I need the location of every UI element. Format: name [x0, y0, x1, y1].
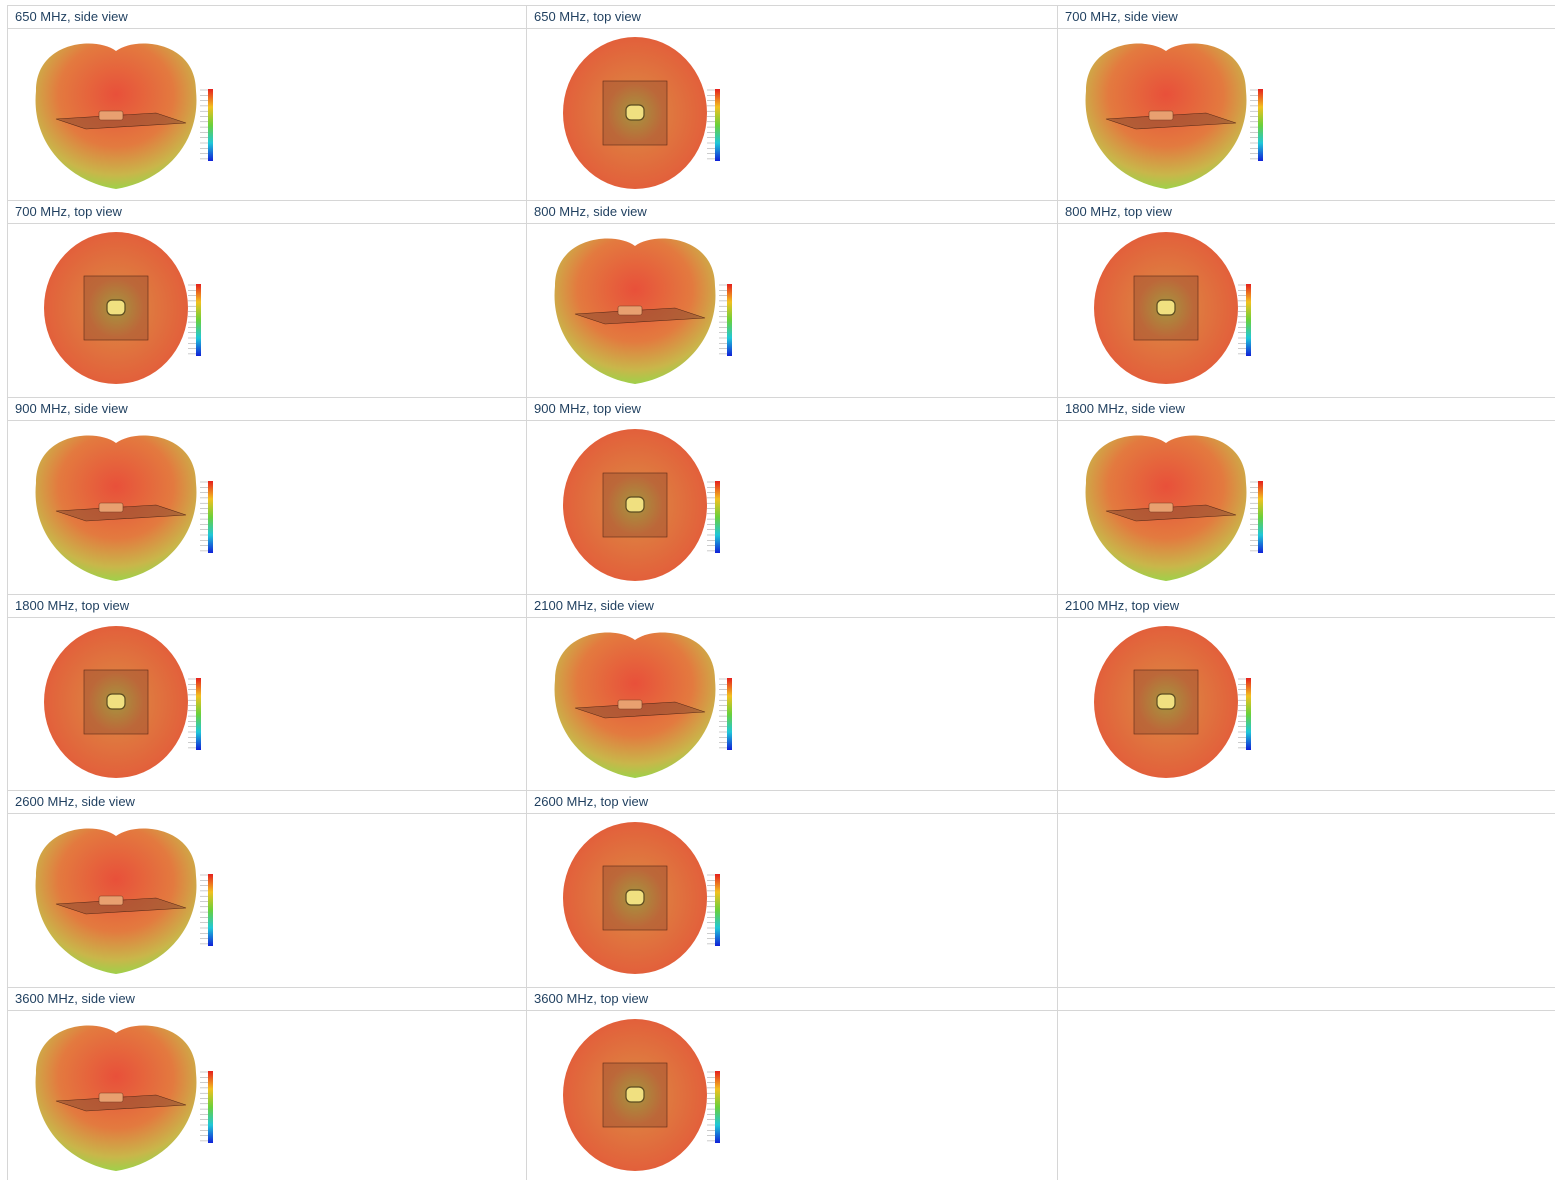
side-view-pattern [1085, 435, 1263, 581]
antenna-body [106, 693, 126, 710]
antenna-body [625, 104, 645, 121]
image-cell [526, 28, 1057, 200]
header-cell: 800 MHz, side view [526, 200, 1057, 223]
image-cell [526, 1010, 1057, 1180]
image-cell [1057, 420, 1555, 594]
color-bar [715, 874, 720, 946]
image-cell [1057, 28, 1555, 200]
image-cell [1057, 1010, 1555, 1180]
antenna-body [625, 1086, 645, 1103]
image-cell [1057, 813, 1555, 987]
side-view-pattern [35, 43, 213, 189]
header-cell: 3600 MHz, top view [526, 987, 1057, 1010]
color-bar [208, 1071, 213, 1143]
antenna-body [98, 1092, 124, 1103]
header-cell: 1800 MHz, top view [7, 594, 526, 617]
color-bar [727, 284, 732, 356]
antenna-body [98, 502, 124, 513]
image-cell [7, 813, 526, 987]
color-bar [1258, 89, 1263, 161]
header-cell [1057, 790, 1555, 813]
top-view-pattern [1094, 232, 1251, 384]
header-cell: 650 MHz, side view [7, 5, 526, 28]
image-cell [526, 617, 1057, 790]
antenna-body [617, 699, 643, 710]
color-bar [196, 284, 201, 356]
antenna-body [1148, 110, 1174, 121]
header-cell: 700 MHz, side view [1057, 5, 1555, 28]
antenna-body [617, 305, 643, 316]
top-view-pattern [44, 626, 201, 778]
top-view-pattern [44, 232, 201, 384]
antenna-body [1156, 693, 1176, 710]
image-cell [526, 420, 1057, 594]
antenna-body [106, 299, 126, 316]
header-cell: 800 MHz, top view [1057, 200, 1555, 223]
antenna-body [625, 889, 645, 906]
side-view-pattern [35, 1025, 213, 1171]
side-view-pattern [35, 435, 213, 581]
image-cell [1057, 617, 1555, 790]
color-bar [1246, 678, 1251, 750]
antenna-body [1148, 502, 1174, 513]
image-cell [7, 1010, 526, 1180]
color-bar [208, 89, 213, 161]
image-cell [7, 617, 526, 790]
color-bar [196, 678, 201, 750]
antenna-body [98, 895, 124, 906]
header-cell: 900 MHz, side view [7, 397, 526, 420]
header-cell: 650 MHz, top view [526, 5, 1057, 28]
image-cell [1057, 223, 1555, 397]
image-cell [526, 223, 1057, 397]
color-bar [715, 89, 720, 161]
top-view-pattern [563, 429, 720, 581]
header-cell: 2100 MHz, side view [526, 594, 1057, 617]
top-view-pattern [563, 37, 720, 189]
color-bar [715, 481, 720, 553]
top-view-pattern [563, 1019, 720, 1171]
header-cell: 3600 MHz, side view [7, 987, 526, 1010]
image-cell [7, 223, 526, 397]
color-bar [1246, 284, 1251, 356]
header-cell: 2100 MHz, top view [1057, 594, 1555, 617]
color-bar [208, 874, 213, 946]
color-bar [727, 678, 732, 750]
side-view-pattern [35, 828, 213, 974]
header-cell: 2600 MHz, side view [7, 790, 526, 813]
image-cell [7, 420, 526, 594]
color-bar [208, 481, 213, 553]
top-view-pattern [563, 822, 720, 974]
image-cell [7, 28, 526, 200]
header-cell: 1800 MHz, side view [1057, 397, 1555, 420]
header-cell [1057, 987, 1555, 1010]
color-bar [1258, 481, 1263, 553]
header-cell: 900 MHz, top view [526, 397, 1057, 420]
antenna-body [625, 496, 645, 513]
header-cell: 2600 MHz, top view [526, 790, 1057, 813]
side-view-pattern [554, 632, 732, 778]
image-cell [526, 813, 1057, 987]
side-view-pattern [554, 238, 732, 384]
color-bar [715, 1071, 720, 1143]
top-view-pattern [1094, 626, 1251, 778]
antenna-body [98, 110, 124, 121]
antenna-body [1156, 299, 1176, 316]
header-cell: 700 MHz, top view [7, 200, 526, 223]
side-view-pattern [1085, 43, 1263, 189]
